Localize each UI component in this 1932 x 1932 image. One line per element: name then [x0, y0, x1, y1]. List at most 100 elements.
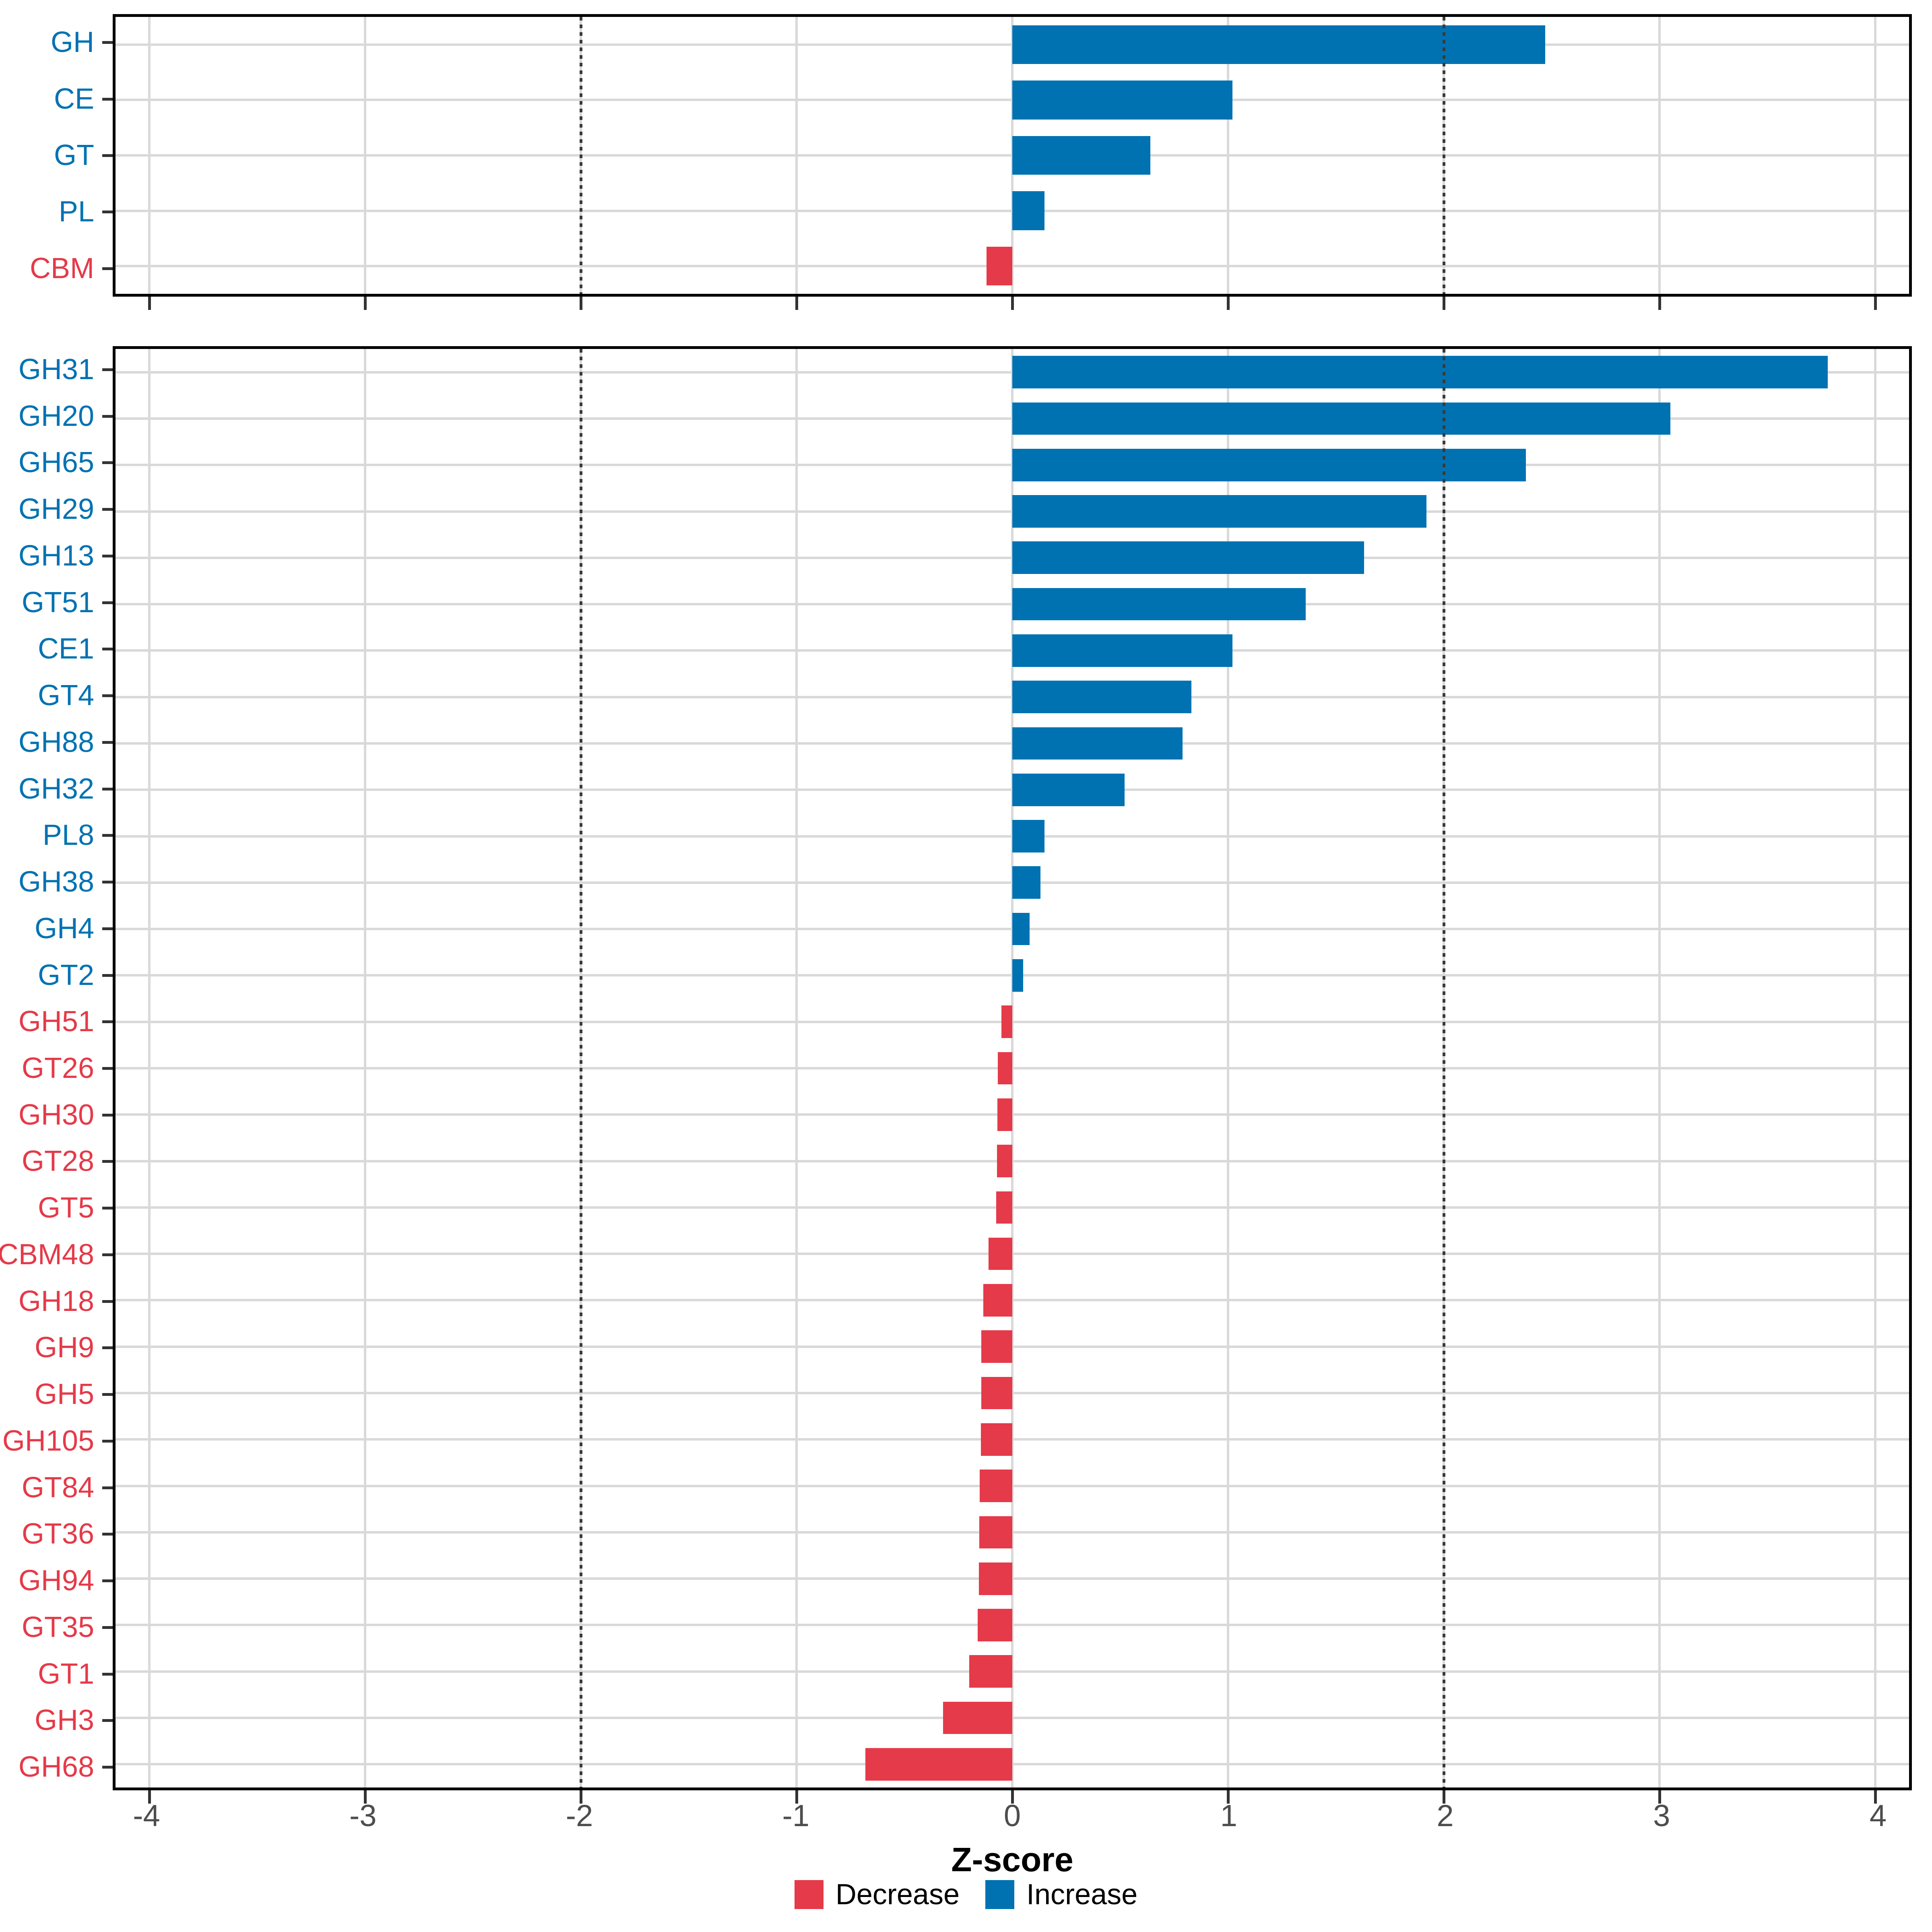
category-label-GH105: GH105	[2, 1424, 94, 1457]
category-label-GT4: GT4	[37, 679, 94, 712]
gridline-y-GT5	[116, 1206, 1909, 1209]
y-tick-GH29	[102, 508, 113, 511]
bar-row-GH31	[116, 349, 1909, 395]
bar-GH38	[1012, 866, 1040, 899]
category-label-GH18: GH18	[18, 1285, 94, 1317]
bar-CBM48	[989, 1237, 1012, 1270]
x-tick-label-1: 1	[1220, 1799, 1237, 1833]
x-axis-title: Z-score	[951, 1841, 1073, 1878]
category-label-GH29: GH29	[18, 493, 94, 526]
gridline-y-CBM48	[116, 1253, 1909, 1255]
gridline-y-GH51	[116, 1020, 1909, 1023]
gridline-y-GH68	[116, 1763, 1909, 1766]
panel-cazyme-classes: GH CE GT PL CBM	[0, 14, 1932, 310]
x-tick-label-0: 0	[1003, 1799, 1021, 1833]
y-tick-GH13	[102, 554, 113, 557]
cazyme-classes-plot-area	[113, 14, 1912, 310]
x-tick--1	[795, 1790, 798, 1804]
category-label-GT2: GT2	[37, 959, 94, 991]
reference-line-2	[1443, 349, 1446, 1788]
bar-row-GT28	[116, 1138, 1909, 1184]
bar-row-GH9	[116, 1323, 1909, 1370]
category-label-GT5: GT5	[37, 1192, 94, 1224]
legend-swatch-increase	[985, 1880, 1014, 1909]
bar-GT51	[1012, 588, 1306, 621]
bar-GH31	[1012, 356, 1828, 388]
bar-GT84	[979, 1470, 1012, 1502]
category-label-CE: CE	[54, 83, 94, 115]
x-tick-2	[1443, 297, 1446, 310]
y-tick-GT2	[102, 974, 113, 977]
bar-GT1	[969, 1655, 1012, 1688]
category-label-GT28: GT28	[21, 1145, 94, 1178]
bar-row-GH105	[116, 1416, 1909, 1463]
category-label-GH3: GH3	[34, 1704, 94, 1737]
gridline-y-GH9	[116, 1345, 1909, 1348]
cazyme-families-plot-area	[113, 346, 1912, 1804]
y-tick-GH20	[102, 415, 113, 418]
bar-row-GH65	[116, 442, 1909, 488]
x-tick--2	[579, 1790, 582, 1804]
category-label-GH13: GH13	[18, 539, 94, 572]
x-tick-4	[1874, 297, 1877, 310]
y-tick-CE1	[102, 648, 113, 651]
x-axis-tick-labels: -4 -3 -2 -1 0 1 2 3 4	[113, 1798, 1912, 1839]
bar-GT4	[1012, 681, 1191, 713]
bar-row-GT	[116, 128, 1909, 183]
y-tick-GH38	[102, 881, 113, 884]
gridline-y-GH5	[116, 1392, 1909, 1395]
y-tick-GH51	[102, 1020, 113, 1024]
x-tick-label-2: 2	[1437, 1799, 1454, 1833]
category-label-GH: GH	[51, 26, 94, 59]
y-tick-GH3	[102, 1719, 113, 1722]
legend-item-increase: Increase	[985, 1878, 1137, 1911]
bar-GH94	[979, 1562, 1012, 1595]
bar-GH30	[997, 1098, 1012, 1131]
bar-row-GH29	[116, 488, 1909, 535]
y-tick-GH32	[102, 787, 113, 791]
x-tick--2	[579, 297, 582, 310]
bar-GH65	[1012, 448, 1526, 481]
x-tick-3	[1658, 297, 1662, 310]
category-label-GH51: GH51	[18, 1005, 94, 1038]
x-tick-label--4: -4	[133, 1799, 160, 1833]
y-tick-GT4	[102, 694, 113, 698]
category-label-GH9: GH9	[34, 1331, 94, 1364]
category-label-CBM48: CBM48	[0, 1238, 94, 1271]
bar-row-GH	[116, 17, 1909, 72]
bar-row-GH88	[116, 720, 1909, 766]
y-tick-GH88	[102, 741, 113, 744]
bar-GH	[1012, 25, 1546, 64]
category-label-GT: GT	[54, 139, 94, 171]
y-tick-GT84	[102, 1486, 113, 1489]
bar-row-GT1	[116, 1648, 1909, 1695]
x-tick-2	[1443, 1790, 1446, 1804]
y-tick-CBM	[102, 267, 113, 270]
bar-GH4	[1012, 912, 1030, 945]
category-label-GT84: GT84	[21, 1471, 94, 1504]
category-label-CE1: CE1	[37, 633, 94, 665]
y-tick-GH94	[102, 1579, 113, 1583]
bar-row-GT84	[116, 1463, 1909, 1509]
gridline-y-GT36	[116, 1531, 1909, 1534]
bar-row-GT5	[116, 1184, 1909, 1230]
bar-GT	[1012, 136, 1151, 175]
bar-row-CBM	[116, 238, 1909, 294]
x-tick-0	[1011, 1790, 1014, 1804]
y-tick-GT36	[102, 1533, 113, 1536]
x-tick-0	[1011, 297, 1014, 310]
bar-GH29	[1012, 495, 1427, 528]
bar-row-GH68	[116, 1741, 1909, 1788]
x-tick--4	[148, 1790, 151, 1804]
y-tick-PL8	[102, 834, 113, 837]
bar-row-GH18	[116, 1277, 1909, 1323]
cazyme-families-label-gutter: GH31 GH20 GH65 GH29 GH13 GT51 CE1 GT4 GH88 GH32 PL…	[0, 346, 113, 1790]
y-tick-GT51	[102, 601, 113, 604]
bar-PL	[1012, 191, 1045, 230]
x-tick-label--1: -1	[782, 1799, 810, 1833]
y-tick-GH105	[102, 1439, 113, 1443]
y-tick-GH4	[102, 927, 113, 930]
y-tick-CBM48	[102, 1253, 113, 1256]
x-tick-3	[1658, 1790, 1662, 1804]
gridline-y-GH30	[116, 1113, 1909, 1116]
